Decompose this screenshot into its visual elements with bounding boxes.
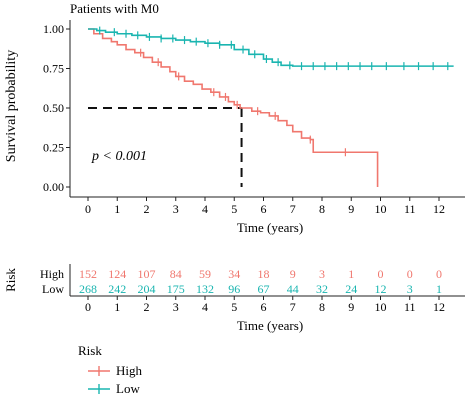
risk-x-tick-label: 11 [404,300,416,314]
x-tick-label: 3 [173,202,179,216]
y-tick-label: 1.00 [43,22,64,36]
risk-count-low: 175 [167,282,185,296]
risk-count-high: 0 [378,267,384,281]
legend-title: Risk [78,343,102,358]
x-tick-label: 11 [404,202,416,216]
risk-x-tick-label: 1 [114,300,120,314]
x-axis-label: Time (years) [237,220,303,235]
legend-label-high: High [116,363,143,378]
risk-count-low: 32 [316,282,328,296]
risk-x-tick-label: 5 [231,300,237,314]
risk-x-axis-label: Time (years) [237,318,303,333]
risk-count-low: 3 [407,282,413,296]
risk-count-high: 18 [258,267,270,281]
risk-x-tick-label: 2 [144,300,150,314]
risk-count-low: 242 [108,282,126,296]
risk-count-high: 9 [290,267,296,281]
risk-count-high: 152 [79,267,97,281]
risk-x-tick-label: 3 [173,300,179,314]
y-tick-label: 0.50 [43,101,64,115]
risk-count-low: 96 [228,282,240,296]
risk-x-tick-label: 6 [261,300,267,314]
legend-label-low: Low [116,381,140,396]
risk-x-tick-label: 4 [202,300,208,314]
series-layer [88,26,454,187]
risk-x-tick-label: 9 [348,300,354,314]
risk-x-tick-label: 7 [290,300,296,314]
risk-count-high: 3 [319,267,325,281]
x-tick-label: 2 [144,202,150,216]
y-tick-label: 0.00 [43,180,64,194]
risk-count-high: 34 [228,267,240,281]
x-tick-label: 0 [85,202,91,216]
risk-x-tick-label: 10 [375,300,387,314]
x-tick-label: 7 [290,202,296,216]
risk-count-low: 12 [375,282,387,296]
risk-x-tick-label: 0 [85,300,91,314]
risk-count-low: 24 [345,282,357,296]
p-value-annotation: p < 0.001 [91,149,147,164]
risk-count-high: 0 [436,267,442,281]
risk-count-low: 44 [287,282,299,296]
risk-table-label: Risk [3,268,18,292]
x-tick-label: 4 [202,202,208,216]
x-tick-label: 1 [114,202,120,216]
risk-x-tick-label: 12 [433,300,445,314]
x-tick-label: 5 [231,202,237,216]
survival-curve-high [88,28,379,187]
risk-count-high: 124 [108,267,126,281]
risk-count-high: 0 [407,267,413,281]
y-axis-label: Survival probability [4,50,19,162]
risk-count-low: 1 [436,282,442,296]
risk-row-label-high: High [40,267,64,281]
risk-count-low: 132 [196,282,214,296]
risk-count-high: 59 [199,267,211,281]
risk-count-low: 268 [79,282,97,296]
y-tick-label: 0.75 [43,62,64,76]
chart-title: Patients with M0 [70,1,159,16]
risk-row-label-low: Low [42,282,64,296]
risk-x-tick-label: 8 [319,300,325,314]
x-tick-label: 10 [375,202,387,216]
risk-count-low: 67 [258,282,270,296]
risk-count-high: 107 [138,267,156,281]
y-tick-label: 0.25 [43,141,64,155]
x-tick-label: 9 [348,202,354,216]
risk-count-low: 204 [138,282,156,296]
x-tick-label: 8 [319,202,325,216]
x-tick-label: 6 [261,202,267,216]
risk-count-high: 84 [170,267,182,281]
risk-count-high: 1 [348,267,354,281]
axes: 0.000.250.500.751.000 1 2 3 4 5 6 7 8 9 10 11 12 [43,20,465,216]
survival-curve-low [88,28,454,67]
x-tick-label: 12 [433,202,445,216]
legend: Risk High Low [78,343,143,396]
